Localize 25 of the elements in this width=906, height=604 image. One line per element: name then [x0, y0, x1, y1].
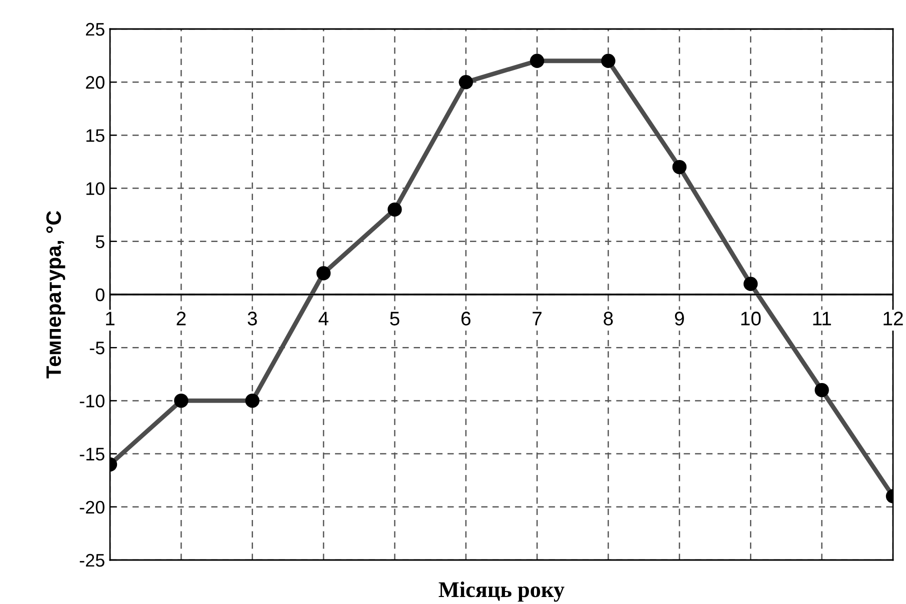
x-tick-label: 7	[532, 312, 542, 326]
x-tick-label: 12	[884, 312, 903, 326]
y-tick-label: 10	[86, 182, 104, 196]
x-tick-label: 9	[674, 312, 684, 326]
y-tick-label: -10	[80, 394, 104, 408]
x-tick-label: 2	[176, 312, 186, 326]
y-axis-title: Температура, °C	[46, 210, 66, 378]
x-tick-label: 1	[106, 312, 114, 326]
x-tick-label: 4	[318, 312, 328, 326]
x-tick-label: 5	[390, 312, 400, 326]
x-tick-label: 6	[461, 312, 470, 326]
x-tick-label: 10	[741, 312, 761, 326]
y-tick-label: -20	[80, 500, 104, 514]
y-tick-label: 0	[96, 288, 104, 302]
y-tick-label: 20	[86, 76, 104, 89]
x-tick-label: 11	[813, 312, 831, 326]
y-tick-label: -15	[80, 448, 104, 461]
x-axis-title: Місяць року	[438, 582, 564, 602]
y-tick-label: 15	[86, 129, 104, 142]
y-tick-label: -25	[80, 554, 104, 567]
y-tick-label: -5	[90, 342, 104, 354]
x-tick-label: 8	[604, 312, 613, 326]
y-tick-label: 5	[96, 236, 104, 248]
y-tick-label: 25	[86, 22, 104, 36]
x-tick-label: 3	[248, 312, 257, 326]
